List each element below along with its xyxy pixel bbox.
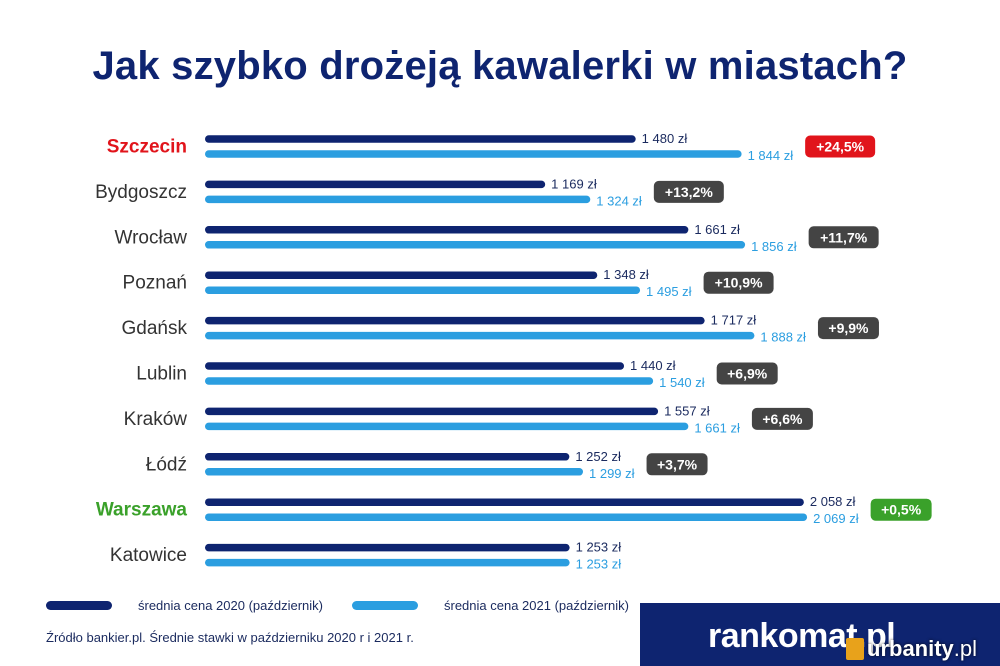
chart-title: Jak szybko drożeją kawalerki w miastach?	[92, 44, 908, 88]
bar-2020-warszawa	[205, 498, 804, 506]
bar-2021-katowice	[205, 558, 570, 567]
change-badge-warszawa	[870, 498, 932, 521]
change-badge-szczecin	[805, 135, 876, 158]
value-label-2020-gdansk: 1 717 zł	[711, 313, 757, 328]
change-label-warszawa: +0,5%	[881, 502, 922, 518]
change-badge-lublin	[716, 362, 778, 385]
bar-2021-lublin	[205, 377, 654, 385]
bar-2021-lodz	[205, 468, 584, 476]
bar-2021-gdansk	[205, 331, 755, 340]
building-icon	[846, 638, 864, 660]
value-label-2021-krakow: 1 661 zł	[694, 420, 740, 435]
change-badge-wroclaw	[808, 226, 879, 249]
change-label-wroclaw: +11,7%	[820, 229, 868, 245]
bar-2020-bydgoszcz	[205, 180, 546, 189]
value-label-2020-krakow: 1 557 zł	[664, 403, 710, 418]
value-label-2020-wroclaw: 1 661 zł	[694, 222, 740, 237]
bar-2021-warszawa	[205, 513, 808, 521]
source-note: Źródło bankier.pl. Średnie stawki w paźd…	[46, 630, 414, 645]
change-badge-bydgoszcz	[653, 180, 724, 203]
bar-chart: Szczecin 1 480 zł 1 844 zł +24,5% Bydgoszcz 1…	[95, 131, 932, 572]
city-label-bydgoszcz: Bydgoszcz	[95, 182, 187, 203]
value-label-2021-lodz: 1 299 zł	[589, 466, 635, 481]
value-label-2020-warszawa: 2 058 zł	[810, 494, 856, 509]
bar-2020-poznan	[205, 271, 598, 279]
bar-2020-szczecin	[205, 135, 636, 143]
value-label-2021-wroclaw: 1 856 zł	[751, 239, 797, 254]
value-label-2020-szczecin: 1 480 zł	[642, 131, 688, 146]
legend-label-2021: średnia cena 2021 (październik)	[444, 598, 629, 613]
value-label-2021-szczecin: 1 844 zł	[748, 148, 794, 163]
bar-2021-szczecin	[205, 150, 742, 158]
legend-item-2020: średnia cena 2020 (październik)	[46, 598, 323, 613]
value-label-2021-bydgoszcz: 1 324 zł	[596, 193, 642, 208]
value-label-2021-gdansk: 1 888 zł	[760, 330, 806, 345]
bar-2021-krakow	[205, 422, 689, 431]
value-label-2020-lodz: 1 252 zł	[575, 449, 621, 464]
bar-2021-bydgoszcz	[205, 195, 591, 204]
city-label-lodz: Łódź	[146, 454, 187, 475]
city-label-szczecin: Szczecin	[107, 137, 187, 158]
city-label-poznan: Poznań	[123, 273, 187, 294]
value-label-2020-lublin: 1 440 zł	[630, 358, 676, 373]
value-label-2020-katowice: 1 253 zł	[576, 540, 622, 555]
bar-2020-wroclaw	[205, 226, 689, 234]
change-label-krakow: +6,6%	[762, 411, 803, 427]
change-label-bydgoszcz: +13,2%	[665, 184, 713, 200]
bar-2020-gdansk	[205, 316, 705, 325]
change-badge-lodz	[646, 453, 708, 476]
value-label-2020-bydgoszcz: 1 169 zł	[551, 176, 597, 191]
city-label-krakow: Kraków	[124, 409, 188, 430]
city-label-warszawa: Warszawa	[96, 500, 188, 521]
bar-2021-poznan	[205, 286, 641, 294]
change-label-gdansk: +9,9%	[828, 320, 869, 336]
value-label-2021-warszawa: 2 069 zł	[813, 511, 859, 526]
value-label-2020-poznan: 1 348 zł	[603, 267, 649, 282]
value-label-2021-lublin: 1 540 zł	[659, 375, 705, 390]
change-label-lublin: +6,9%	[727, 366, 768, 382]
watermark: urbanity .pl	[846, 636, 977, 662]
change-badge-gdansk	[817, 317, 879, 340]
change-label-szczecin: +24,5%	[816, 139, 864, 155]
bar-2021-wroclaw	[205, 241, 746, 249]
brand-banner: rankomat.pl	[640, 603, 1000, 666]
change-label-lodz: +3,7%	[657, 456, 698, 472]
city-label-lublin: Lublin	[136, 364, 187, 385]
legend-swatch-2020	[46, 601, 112, 610]
watermark-name: urbanity	[867, 636, 954, 661]
bar-2020-lublin	[205, 362, 625, 370]
bar-2020-katowice	[205, 543, 570, 552]
bar-2020-krakow	[205, 407, 659, 416]
city-label-wroclaw: Wrocław	[115, 227, 188, 248]
value-label-2021-poznan: 1 495 zł	[646, 284, 692, 299]
value-label-2021-katowice: 1 253 zł	[576, 557, 622, 572]
change-badge-krakow	[751, 407, 813, 430]
legend-swatch-2021	[352, 601, 418, 610]
legend-item-2021: średnia cena 2021 (październik)	[352, 598, 629, 613]
change-badge-poznan	[703, 271, 774, 294]
city-label-gdansk: Gdańsk	[122, 318, 188, 339]
watermark-suffix: .pl	[953, 636, 978, 661]
legend: średnia cena 2020 (październik) średnia …	[46, 598, 666, 622]
change-label-poznan: +10,9%	[715, 275, 763, 291]
city-label-katowice: Katowice	[110, 545, 187, 566]
legend-label-2020: średnia cena 2020 (październik)	[138, 598, 323, 613]
bar-2020-lodz	[205, 453, 570, 461]
brand-logo: rankomat.pl	[708, 617, 896, 655]
